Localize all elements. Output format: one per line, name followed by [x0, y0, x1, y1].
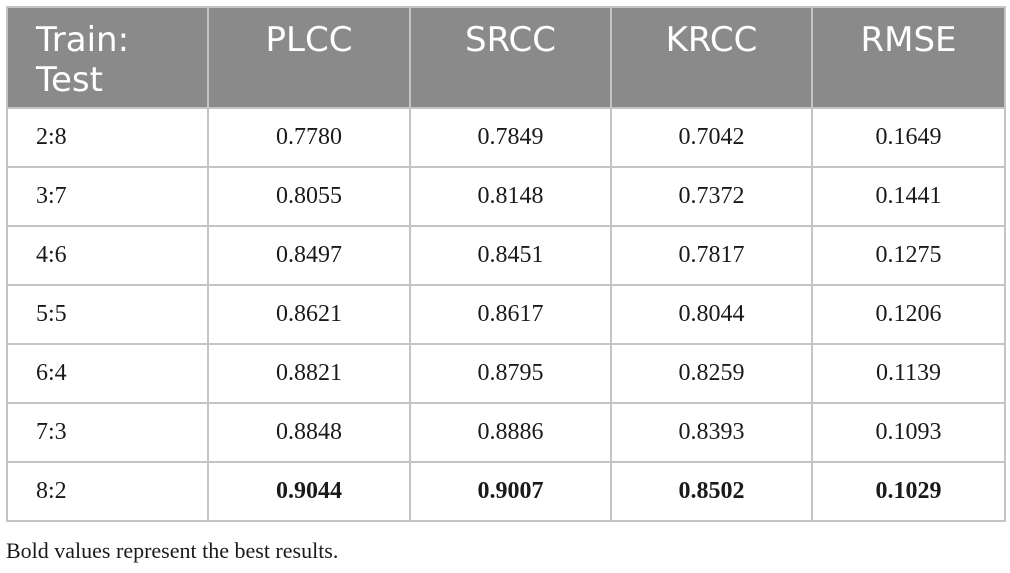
cell-plcc: 0.8621	[207, 284, 411, 345]
cell-srcc-best: 0.9007	[409, 461, 612, 522]
header-krcc: KRCC	[610, 6, 813, 109]
cell-srcc: 0.7849	[409, 107, 612, 168]
cell-plcc: 0.7780	[207, 107, 411, 168]
cell-rmse: 0.1649	[811, 107, 1006, 168]
cell-rmse: 0.1093	[811, 402, 1006, 463]
cell-srcc: 0.8795	[409, 343, 612, 404]
cell-krcc: 0.8393	[610, 402, 813, 463]
table-row-best: 8:2 0.9044 0.9007 0.8502 0.1029	[6, 461, 1006, 522]
cell-split: 3:7	[6, 166, 209, 227]
cell-rmse: 0.1441	[811, 166, 1006, 227]
table-row: 6:4 0.8821 0.8795 0.8259 0.1139	[6, 343, 1006, 404]
cell-krcc: 0.7042	[610, 107, 813, 168]
cell-plcc-best: 0.9044	[207, 461, 411, 522]
table-row: 7:3 0.8848 0.8886 0.8393 0.1093	[6, 402, 1006, 463]
header-train-test-label: Train: Test	[36, 20, 130, 100]
cell-plcc: 0.8848	[207, 402, 411, 463]
results-table: Train: Test PLCC SRCC KRCC RMSE 2:8 0.77…	[6, 6, 1006, 522]
table-row: 4:6 0.8497 0.8451 0.7817 0.1275	[6, 225, 1006, 286]
cell-plcc: 0.8497	[207, 225, 411, 286]
cell-krcc: 0.8259	[610, 343, 813, 404]
table-header-row: Train: Test PLCC SRCC KRCC RMSE	[6, 6, 1006, 109]
cell-split: 2:8	[6, 107, 209, 168]
cell-split: 7:3	[6, 402, 209, 463]
cell-split: 8:2	[6, 461, 209, 522]
header-plcc: PLCC	[207, 6, 411, 109]
cell-rmse: 0.1139	[811, 343, 1006, 404]
cell-rmse: 0.1275	[811, 225, 1006, 286]
table-row: 2:8 0.7780 0.7849 0.7042 0.1649	[6, 107, 1006, 168]
cell-srcc: 0.8148	[409, 166, 612, 227]
cell-rmse: 0.1206	[811, 284, 1006, 345]
cell-split: 6:4	[6, 343, 209, 404]
cell-plcc: 0.8821	[207, 343, 411, 404]
cell-srcc: 0.8886	[409, 402, 612, 463]
cell-split: 4:6	[6, 225, 209, 286]
cell-split: 5:5	[6, 284, 209, 345]
table-row: 5:5 0.8621 0.8617 0.8044 0.1206	[6, 284, 1006, 345]
cell-krcc-best: 0.8502	[610, 461, 813, 522]
cell-krcc: 0.7817	[610, 225, 813, 286]
cell-krcc: 0.8044	[610, 284, 813, 345]
cell-srcc: 0.8617	[409, 284, 612, 345]
cell-rmse-best: 0.1029	[811, 461, 1006, 522]
cell-krcc: 0.7372	[610, 166, 813, 227]
table-footnote: Bold values represent the best results.	[6, 538, 339, 563]
cell-plcc: 0.8055	[207, 166, 411, 227]
header-train-test: Train: Test	[6, 6, 209, 109]
results-table-container: Train: Test PLCC SRCC KRCC RMSE 2:8 0.77…	[6, 6, 1006, 522]
header-srcc: SRCC	[409, 6, 612, 109]
cell-srcc: 0.8451	[409, 225, 612, 286]
header-rmse: RMSE	[811, 6, 1006, 109]
table-row: 3:7 0.8055 0.8148 0.7372 0.1441	[6, 166, 1006, 227]
